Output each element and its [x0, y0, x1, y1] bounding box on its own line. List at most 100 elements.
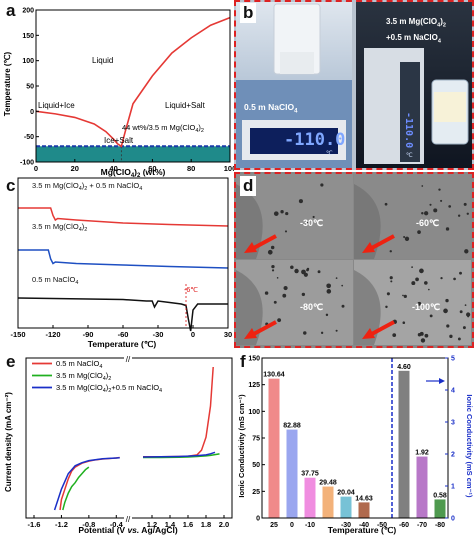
crystal-spot	[320, 183, 324, 187]
red-arrow-head	[244, 242, 257, 253]
x-tick-label-f: -30	[341, 522, 351, 529]
x-tick-label-a: 80	[187, 164, 195, 173]
phase-region-liquid-ice: Liquid+Ice	[38, 101, 75, 110]
crystal-spot	[271, 269, 275, 272]
panel-label-e: e	[6, 352, 16, 371]
dsc-legend-blue: 3.5 m Mg(ClO4)2	[32, 222, 87, 233]
photo-d-label-3: -80℃	[300, 302, 324, 312]
bar-label-left: 14.63	[355, 495, 373, 502]
photo-b-illustration	[236, 2, 472, 168]
crystal-spot	[459, 271, 462, 275]
y-tick-label-a: 0	[30, 109, 34, 116]
crystal-spot	[303, 331, 307, 335]
dsc-legend-black: 0.5 m NaClO4	[32, 275, 78, 286]
crystal-spot	[429, 203, 432, 206]
crystal-spot	[466, 312, 471, 317]
crystal-spot	[402, 321, 406, 325]
y-tick-label-f-right: 2	[451, 452, 455, 459]
y-tick-label-a: 50	[26, 84, 34, 91]
crystal-spot	[392, 333, 397, 337]
y-tick-label-a: -50	[24, 134, 34, 141]
crystal-spot	[283, 286, 288, 291]
y-tick-label-a: -100	[20, 160, 34, 167]
y-tick-label-f-right: 1	[451, 484, 455, 491]
x-tick-label-f: -60	[399, 522, 409, 529]
crystal-spot	[270, 245, 275, 250]
bar-label-left: 37.75	[301, 471, 319, 478]
dsc-series-1	[18, 249, 229, 269]
axis-a-ylabel: Temperature (℃)	[3, 51, 12, 116]
crystal-spot	[453, 277, 456, 281]
crystal-spot	[457, 214, 461, 217]
photo-b-left-caption: 0.5 m NaClO4	[244, 102, 298, 115]
crystal-spot	[325, 313, 329, 317]
crystal-spot	[417, 301, 422, 306]
bar-left--30	[340, 496, 352, 518]
red-arrow-head	[362, 242, 375, 253]
x-tick-label-e: 1.6	[183, 520, 193, 529]
crystal-spot	[403, 294, 407, 298]
crystal-spot	[467, 315, 470, 318]
crystal-spot	[326, 283, 331, 289]
x-tick-label-f: -10	[305, 522, 315, 529]
crystal-spot	[386, 292, 390, 296]
axis-break-bottom: //	[126, 515, 131, 524]
axis-f-ylabel-right: Ionic Conductivity (mS cm⁻¹)	[465, 394, 474, 498]
crystal-spot	[411, 266, 413, 269]
phase-region-ice-salt: Ice+Salt	[104, 136, 134, 145]
x-tick-label-a: 20	[71, 164, 79, 173]
red-arrow-head	[244, 328, 257, 339]
x-tick-label-e: -1.6	[28, 520, 41, 529]
crystal-spot	[271, 264, 275, 269]
x-tick-label-f: -50	[377, 522, 387, 529]
bar-right--60	[398, 370, 410, 518]
axis-break-bottom-gap	[124, 515, 132, 521]
bar-label-right: 1.92	[415, 450, 429, 457]
bar-right--70	[416, 456, 428, 518]
axis-pointer-arrowhead	[439, 378, 445, 384]
photo-b-left-readout: -110.0	[284, 130, 346, 150]
bar-left-0	[286, 429, 298, 518]
crystal-spot	[335, 277, 338, 280]
dsc-series-2	[17, 297, 228, 332]
bar-label-right: 0.58	[433, 492, 447, 499]
bar-left--20	[322, 486, 334, 518]
crystal-spot	[428, 288, 430, 291]
x-tick-label-c: 0	[191, 330, 195, 339]
y-tick-label-f-right: 3	[451, 420, 455, 427]
bar-left-25	[268, 378, 280, 518]
crystal-spot	[280, 210, 284, 214]
eutectic-annotation: 44 wt%/3.5 m Mg(ClO4)2	[122, 123, 204, 134]
photo-panel-b: 0.5 m NaClO4 -110.0 ℃ 3.5 m Mg(ClO4)2 +0…	[234, 0, 474, 170]
y-tick-label-f-left: 25	[252, 489, 260, 496]
lsv-series-right-0	[143, 366, 214, 458]
axis-break-top: //	[126, 355, 131, 364]
crystal-spot	[429, 314, 433, 318]
crystal-spot	[448, 205, 452, 208]
axis-e-xlabel: Potential (V vs. Ag/AgCl)	[78, 525, 178, 535]
crystal-spot	[423, 211, 429, 216]
crystal-spot	[462, 326, 466, 330]
photo-b-right-unit: ℃	[406, 153, 413, 159]
crystal-spot	[285, 211, 289, 216]
bar-label-left: 130.64	[263, 372, 285, 379]
liquidus-curve	[35, 16, 231, 148]
axis-c-xlabel: Temperature (℃)	[88, 339, 157, 349]
y-tick-label-f-left: 50	[252, 462, 260, 469]
y-tick-label-a: 200	[22, 8, 34, 15]
crystal-spot	[433, 208, 438, 213]
photo-d-illustration	[236, 174, 471, 345]
crystal-spot	[264, 291, 269, 295]
crystal-spot	[267, 249, 273, 255]
crystal-spot	[298, 199, 303, 204]
micrograph-shadow	[236, 270, 263, 345]
panel-label-f: f	[240, 352, 246, 371]
crystal-spot	[303, 272, 308, 277]
crystal-spot	[424, 281, 428, 285]
crystal-spot	[438, 188, 441, 191]
x-tick-label-a: 60	[148, 164, 156, 173]
crystal-spot	[463, 202, 467, 206]
axes-frame-e	[25, 357, 233, 519]
photo-d-label-4: -100℃	[412, 302, 441, 312]
